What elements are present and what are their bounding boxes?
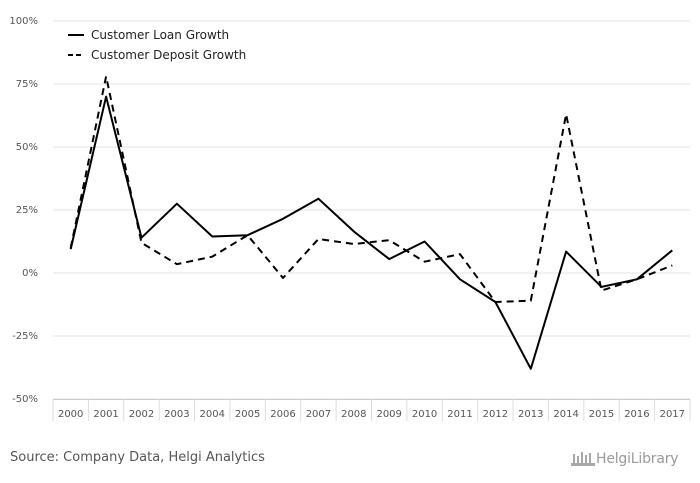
grid — [53, 20, 690, 400]
y-tick-label: 25% — [16, 205, 38, 216]
legend: Customer Loan Growth Customer Deposit Gro… — [68, 28, 246, 62]
y-tick-label: 0% — [22, 268, 38, 279]
x-tick-label: 2004 — [200, 409, 225, 420]
source-note: Source: Company Data, Helgi Analytics — [10, 450, 265, 465]
x-tick-label: 2016 — [624, 409, 649, 420]
x-tick-label: 2009 — [376, 409, 401, 420]
x-tick-label: 2011 — [447, 409, 472, 420]
x-tick-label: 2012 — [483, 409, 508, 420]
x-tick-label: 2006 — [270, 409, 295, 420]
legend-label: Customer Deposit Growth — [91, 48, 246, 62]
y-tick-label: 75% — [16, 79, 38, 90]
x-tick-label: 2015 — [589, 409, 614, 420]
x-tick-label: 2013 — [518, 409, 543, 420]
x-tick-label: 2000 — [58, 409, 83, 420]
y-axis: -50% -25% 0% 25% 50% 75% 100% — [9, 16, 38, 405]
helgi-library-logo: HelgiLibrary — [570, 449, 679, 469]
logo-text: HelgiLibrary — [596, 451, 679, 467]
x-tick-label: 2005 — [235, 409, 260, 420]
y-tick-label: 50% — [16, 142, 38, 153]
x-tick-label: 2003 — [164, 409, 189, 420]
x-tick-label: 2008 — [341, 409, 366, 420]
legend-label: Customer Loan Growth — [91, 28, 229, 42]
y-tick-label: 100% — [9, 16, 38, 27]
chart: 2000 2001 2002 2003 2004 2005 2006 2007 2008 2009… — [9, 16, 691, 421]
y-tick-label: -50% — [12, 394, 38, 405]
x-axis: 2000 2001 2002 2003 2004 2005 2006 2007 2008 2009… — [52, 399, 691, 421]
x-tick-label: 2007 — [306, 409, 331, 420]
x-tick-label: 2010 — [412, 409, 437, 420]
y-tick-label: -25% — [12, 331, 38, 342]
x-tick-label: 2001 — [93, 409, 118, 420]
series-line-deposit-growth — [69, 75, 673, 303]
x-tick-label: 2014 — [553, 409, 578, 420]
series-lines — [69, 75, 673, 370]
library-icon — [571, 452, 595, 466]
x-tick-label: 2002 — [129, 409, 154, 420]
series-line-loan-growth — [69, 95, 673, 370]
x-tick-label: 2017 — [660, 409, 685, 420]
